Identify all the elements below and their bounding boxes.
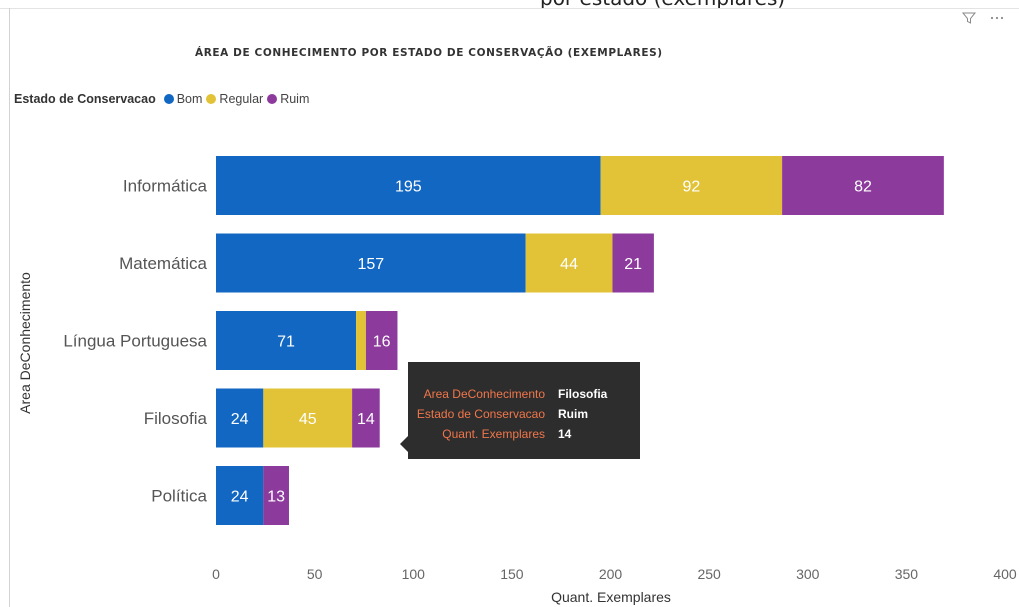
bar-lingua-portuguesa-regular[interactable] bbox=[356, 311, 366, 370]
x-tick-label-150: 150 bbox=[500, 566, 524, 582]
tooltip-value-quant: 14 bbox=[558, 427, 572, 441]
category-label-politica: Política bbox=[151, 487, 207, 506]
category-label-filosofia: Filosofia bbox=[144, 409, 208, 428]
x-tick-label-250: 250 bbox=[697, 566, 721, 582]
data-label-politica-bom: 24 bbox=[231, 489, 249, 506]
tooltip-value-area: Filosofia bbox=[558, 387, 608, 401]
tooltip-row-quant: Quant. Exemplares 14 bbox=[408, 424, 640, 444]
bar-politica-ruim[interactable] bbox=[263, 466, 289, 525]
bar-matematica-ruim[interactable] bbox=[612, 233, 654, 293]
legend-marker-regular bbox=[206, 94, 217, 104]
legend-item-regular[interactable]: Regular bbox=[206, 92, 263, 106]
chart-legend: Estado de Conservacao Bom Regular Ruim bbox=[14, 92, 313, 106]
clipped-heading: por estado (exemplares) bbox=[540, 0, 785, 8]
data-label-matematica-bom: 157 bbox=[357, 256, 384, 273]
category-label-lingua-portuguesa: Língua Portuguesa bbox=[63, 332, 207, 351]
data-label-informatica-bom: 195 bbox=[395, 179, 422, 196]
x-tick-label-50: 50 bbox=[307, 566, 323, 582]
bar-informatica-bom[interactable] bbox=[216, 156, 601, 215]
y-axis-title: Area DeConhecimento bbox=[17, 272, 33, 414]
more-options-icon[interactable] bbox=[989, 10, 1005, 26]
data-label-matematica-ruim: 21 bbox=[624, 256, 642, 273]
data-label-informatica-ruim: 82 bbox=[854, 179, 872, 196]
legend-marker-bom bbox=[163, 94, 174, 104]
x-axis-title: Quant. Exemplares bbox=[551, 589, 671, 605]
tooltip-label-estado: Estado de Conservacao bbox=[416, 407, 545, 421]
chart-title: ÁREA DE CONHECIMENTO POR ESTADO DE CONSE… bbox=[195, 47, 663, 59]
bar-politica-bom[interactable] bbox=[216, 466, 264, 525]
tooltip-value-estado: Ruim bbox=[558, 407, 588, 421]
tooltip-row-estado: Estado de Conservacao Ruim bbox=[408, 404, 640, 424]
bar-matematica-regular[interactable] bbox=[525, 233, 613, 293]
legend-title: Estado de Conservacao bbox=[14, 92, 156, 106]
visual-border bbox=[9, 8, 10, 607]
tooltip-label-area: Area DeConhecimento bbox=[423, 387, 545, 401]
data-label-filosofia-ruim: 14 bbox=[357, 411, 375, 428]
legend-label-bom: Bom bbox=[176, 92, 203, 106]
data-label-filosofia-bom: 24 bbox=[231, 411, 249, 428]
category-label-matematica: Matemática bbox=[119, 254, 207, 273]
tooltip-row-area: Area DeConhecimento Filosofia bbox=[408, 384, 640, 404]
legend-item-ruim[interactable]: Ruim bbox=[267, 92, 309, 106]
legend-label-ruim: Ruim bbox=[280, 92, 310, 106]
bar-informatica-ruim[interactable] bbox=[782, 156, 944, 215]
category-label-informatica: Informática bbox=[123, 177, 208, 196]
data-label-informatica-regular: 92 bbox=[682, 179, 700, 196]
bar-informatica-regular[interactable] bbox=[600, 156, 783, 215]
filter-icon[interactable] bbox=[961, 10, 977, 26]
tooltip-label-quant: Quant. Exemplares bbox=[442, 427, 545, 441]
x-tick-label-100: 100 bbox=[402, 566, 426, 582]
bar-filosofia-bom[interactable] bbox=[216, 388, 264, 448]
legend-label-regular: Regular bbox=[219, 92, 264, 106]
bar-matematica-bom[interactable] bbox=[216, 233, 526, 293]
bar-lingua-portuguesa-ruim[interactable] bbox=[365, 311, 398, 370]
data-label-lingua-portuguesa-ruim: 16 bbox=[373, 334, 391, 351]
previous-visual-edge: por estado (exemplares) bbox=[0, 0, 1019, 9]
x-tick-label-300: 300 bbox=[796, 566, 820, 582]
x-tick-label-200: 200 bbox=[599, 566, 623, 582]
data-tooltip: Area DeConhecimento Filosofia Estado de … bbox=[400, 362, 640, 459]
bar-filosofia-regular[interactable] bbox=[263, 388, 353, 448]
legend-item-bom[interactable]: Bom bbox=[163, 92, 203, 106]
x-tick-label-400: 400 bbox=[993, 566, 1017, 582]
bar-lingua-portuguesa-bom[interactable] bbox=[216, 311, 357, 370]
visual-header bbox=[961, 10, 1005, 26]
data-label-politica-ruim: 13 bbox=[267, 489, 285, 506]
data-label-filosofia-regular: 45 bbox=[299, 411, 317, 428]
x-tick-label-0: 0 bbox=[212, 566, 220, 582]
legend-marker-ruim bbox=[267, 94, 278, 104]
bar-filosofia-ruim[interactable] bbox=[352, 388, 380, 448]
data-label-matematica-regular: 44 bbox=[560, 256, 578, 273]
data-label-lingua-portuguesa-bom: 71 bbox=[277, 334, 295, 351]
x-tick-label-350: 350 bbox=[895, 566, 919, 582]
